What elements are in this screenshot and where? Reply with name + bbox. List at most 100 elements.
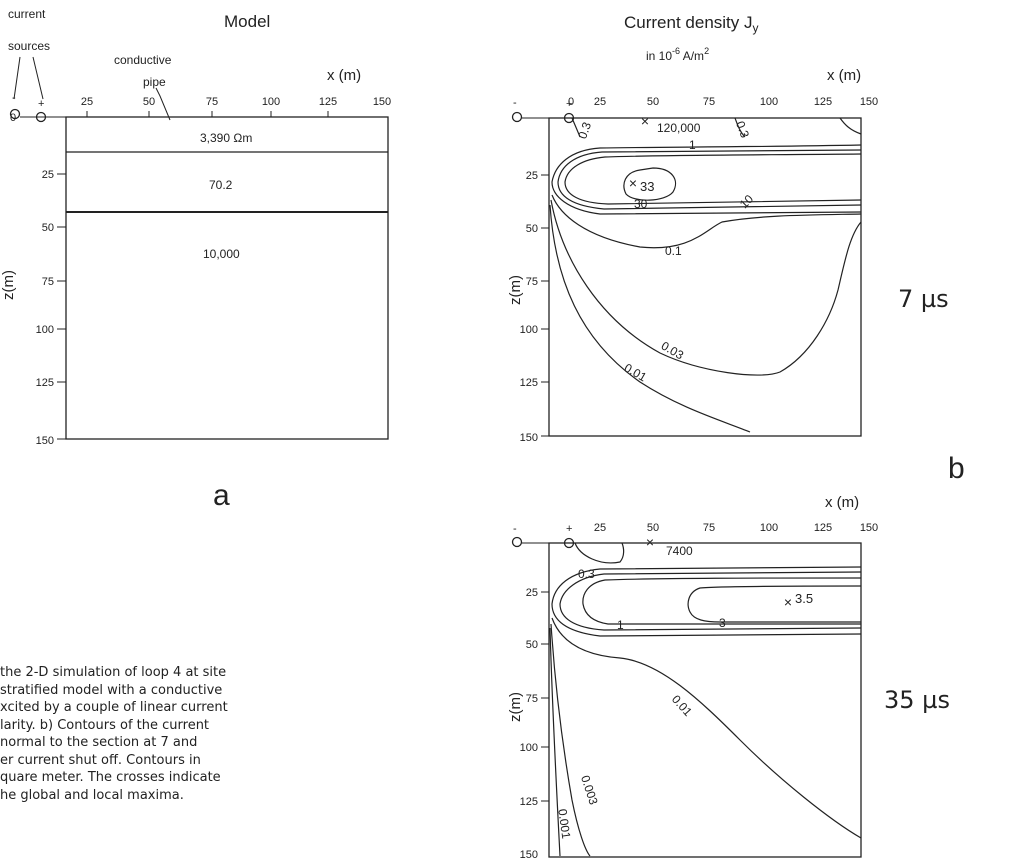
layer-resistivity-1: 3,390 Ωm (200, 131, 252, 145)
svg-text:100: 100 (760, 96, 778, 108)
source-plus-sign-c: + (566, 523, 572, 535)
figure-caption: the 2-D simulation of loop 4 at site str… (0, 664, 270, 804)
x-tick: 25 (81, 96, 93, 108)
sources-pointer-minus (13, 56, 21, 100)
maxima-markers-top: × × (629, 113, 649, 191)
svg-text:75: 75 (703, 96, 715, 108)
contour-label: 0.3 (575, 120, 594, 141)
contour-label: 33 (640, 179, 654, 194)
svg-text:×: × (646, 534, 654, 550)
x-tick: 125 (319, 96, 337, 108)
panel-b-letter: b (948, 452, 965, 485)
z-zero-tick: 0 (10, 112, 16, 124)
panel-b-title: Current density Jy (624, 13, 759, 35)
svg-text:125: 125 (814, 96, 832, 108)
panel-a-title: Model (224, 12, 270, 31)
panel-b-bottom: x (m) 25 50 75 100 125 150 - + 25 50 75 … (507, 494, 950, 861)
x-axis-label-bottom: x (m) (825, 494, 859, 511)
panel-a-letter: a (213, 479, 230, 512)
time-label-7: 7 µs (898, 285, 949, 313)
contour-label: 10 (737, 192, 757, 212)
sources-label-2: sources (8, 39, 50, 53)
svg-text:25: 25 (594, 96, 606, 108)
svg-text:150: 150 (860, 96, 878, 108)
x-tick: 50 (143, 96, 155, 108)
model-box (65, 116, 389, 440)
svg-text:150: 150 (520, 432, 538, 444)
svg-text:25: 25 (526, 587, 538, 599)
x-ticks-b-top: 0 (568, 96, 574, 108)
x-axis-label-top: x (m) (827, 67, 861, 84)
svg-text:100: 100 (520, 742, 538, 754)
panel-b-top: Current density Jy in 10-6 A/m2 x (m) 0 … (507, 13, 965, 485)
z-tick: 25 (42, 169, 54, 181)
pipe-label-2: pipe (143, 75, 166, 89)
svg-text:125: 125 (520, 377, 538, 389)
source-minus-sign: - (12, 92, 16, 104)
contour-label: 1 (689, 138, 696, 152)
source-minus-sign-c: - (513, 523, 517, 535)
svg-text:150: 150 (520, 849, 538, 861)
contours-top (549, 117, 862, 433)
source-minus-icon-b (511, 111, 523, 123)
contour-label: 0.3 (733, 119, 752, 140)
x-axis-label: x (m) (327, 67, 361, 84)
svg-text:125: 125 (520, 796, 538, 808)
contour-label: 0.01 (622, 361, 650, 385)
source-plus-sign: + (38, 98, 44, 110)
x-tick: 0 (568, 96, 574, 108)
time-label-35: 35 µs (884, 686, 950, 714)
contour-label: 120,000 (657, 121, 701, 135)
source-plus-sign-b: + (566, 98, 572, 110)
contour-label: 30 (634, 197, 648, 211)
contour-label: 0.3 (578, 567, 595, 581)
z-tick: 75 (42, 276, 54, 288)
svg-text:75: 75 (526, 276, 538, 288)
z-tick: 150 (36, 435, 54, 447)
plot-frame-top (548, 117, 862, 437)
caption-line: larity. b) Contours of the current (0, 717, 210, 733)
contours-bottom (549, 542, 862, 857)
sources-pointer-plus (32, 56, 44, 100)
svg-text:25: 25 (594, 522, 606, 534)
svg-text:75: 75 (703, 522, 715, 534)
contour-label: 1 (617, 618, 624, 632)
caption-line: he global and local maxima. (0, 787, 184, 803)
contour-label: 0.003 (578, 774, 601, 807)
x-ticks-a: 25 50 75 100 125 150 (81, 96, 391, 108)
svg-text:50: 50 (526, 223, 538, 235)
contour-label: 3 (719, 616, 726, 630)
svg-text:100: 100 (520, 324, 538, 336)
layer-resistivity-2: 70.2 (209, 178, 233, 192)
svg-text:150: 150 (860, 522, 878, 534)
panel-a: Model current sources conductive pipe x … (0, 7, 391, 512)
z-tick: 125 (36, 377, 54, 389)
z-axis-label-top: z(m) (507, 275, 524, 305)
caption-line: stratified model with a conductive (0, 682, 223, 698)
contour-label: 0.001 (555, 808, 573, 840)
panel-b-units: in 10-6 A/m2 (646, 46, 709, 63)
pipe-label-1: conductive (114, 53, 172, 67)
contour-label: 7400 (666, 544, 693, 558)
maxima-markers-bottom: × × (646, 534, 792, 610)
z-ticks-a: 25 50 75 100 125 150 (36, 169, 54, 447)
caption-line: quare meter. The crosses indicate (0, 770, 221, 785)
z-axis-label-bottom: z(m) (507, 692, 524, 722)
source-minus-sign-b: - (513, 97, 517, 109)
svg-text:75: 75 (526, 693, 538, 705)
z-tick: 50 (42, 222, 54, 234)
z-axis-label: z(m) (0, 270, 17, 300)
x-tick: 150 (373, 96, 391, 108)
svg-text:100: 100 (760, 522, 778, 534)
pipe-pointer (155, 87, 171, 121)
contour-label: 0.1 (665, 244, 682, 258)
x-tick: 75 (206, 96, 218, 108)
svg-text:×: × (784, 594, 792, 610)
svg-text:125: 125 (814, 522, 832, 534)
caption-line: normal to the section at 7 and (0, 735, 198, 750)
svg-text:×: × (641, 113, 649, 129)
source-minus-icon-c (511, 536, 523, 548)
caption-line: the 2-D simulation of loop 4 at site (0, 665, 227, 680)
svg-text:50: 50 (526, 639, 538, 651)
layer-resistivity-3: 10,000 (203, 247, 240, 261)
